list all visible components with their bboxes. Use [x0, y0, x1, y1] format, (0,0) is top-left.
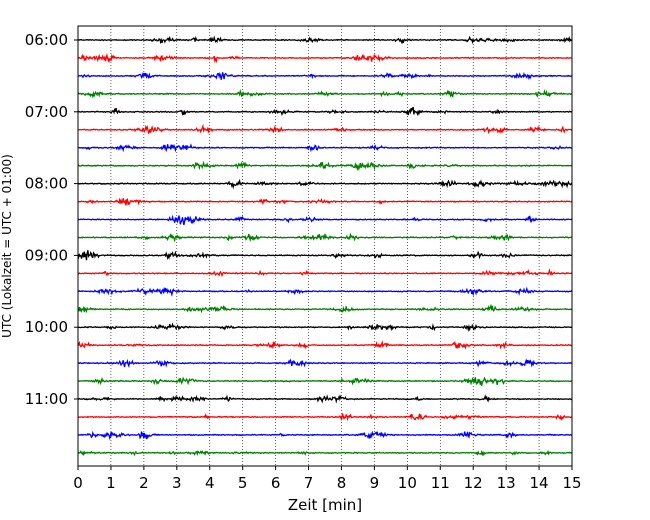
x-tick-label: 5 [238, 474, 248, 492]
x-tick-label: 11 [431, 474, 450, 492]
x-tick-label: 14 [530, 474, 549, 492]
trace-line [77, 322, 573, 333]
x-tick-label: 15 [562, 474, 581, 492]
x-tick-label: 8 [337, 474, 347, 492]
trace-line [77, 214, 573, 226]
trace-line [77, 160, 573, 172]
x-tick-label: 4 [205, 474, 215, 492]
trace-line [77, 413, 573, 422]
x-tick-label: 3 [172, 474, 182, 492]
y-axis-label: UTC (Lokalzeit = UTC + 01:00) [0, 154, 14, 338]
trace-line [77, 178, 573, 190]
y-tick-label: 08:00 [25, 175, 68, 193]
x-axis-label: Zeit [min] [288, 496, 362, 514]
trace-line [77, 71, 573, 81]
trace-line [77, 35, 573, 45]
y-tick-label: 07:00 [25, 103, 68, 121]
grid-lines [110, 26, 540, 466]
y-axis-ticks: 06:00 07:00 08:00 09:00 10:00 11:00 [25, 31, 78, 408]
seismogram-traces [77, 35, 573, 457]
x-axis-ticks: 0 1 2 3 4 5 6 7 8 9 10 11 12 13 14 15 [73, 466, 582, 492]
trace-line [77, 197, 573, 206]
trace-line [77, 250, 573, 261]
trace-line [77, 340, 573, 350]
x-tick-label: 2 [139, 474, 149, 492]
y-tick-label: 11:00 [25, 390, 68, 408]
trace-line [77, 449, 573, 457]
trace-line [77, 106, 573, 117]
y-tick-label: 10:00 [25, 318, 68, 336]
trace-line [78, 143, 573, 153]
x-tick-label: 7 [304, 474, 314, 492]
x-tick-label: 1 [106, 474, 116, 492]
trace-line [77, 88, 573, 99]
trace-line [77, 376, 573, 386]
x-tick-label: 13 [497, 474, 516, 492]
y-tick-label: 09:00 [25, 246, 68, 264]
trace-line [77, 123, 573, 135]
x-tick-label: 6 [271, 474, 281, 492]
trace-line [77, 430, 573, 441]
x-tick-label: 12 [464, 474, 483, 492]
trace-line [77, 232, 573, 243]
y-tick-label: 06:00 [25, 31, 68, 49]
trace-line [77, 268, 573, 278]
x-tick-label: 10 [398, 474, 417, 492]
trace-line [77, 358, 573, 369]
x-tick-label: 9 [370, 474, 380, 492]
trace-line [77, 53, 573, 64]
trace-line [77, 303, 573, 314]
x-tick-label: 0 [73, 474, 83, 492]
trace-line [77, 286, 573, 297]
plot-frame [77, 25, 573, 467]
trace-line [77, 394, 573, 404]
